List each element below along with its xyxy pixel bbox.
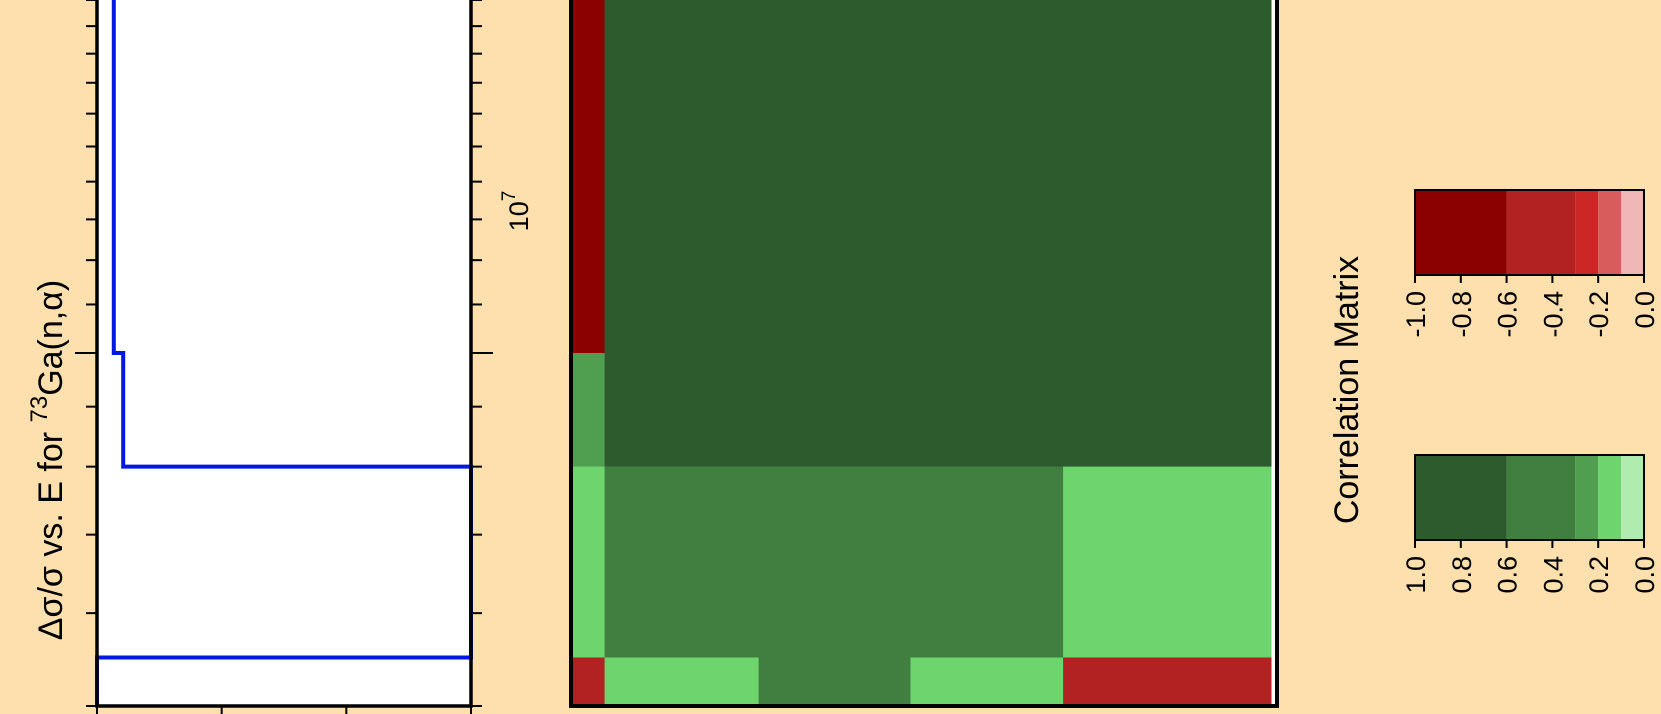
negative-colorbar: -1.0 -0.8 -0.6 -0.4 -0.2 0.0 — [1401, 189, 1660, 338]
colorbar-tick-label: -0.8 — [1447, 291, 1477, 338]
colorbar-tick-label: 0.0 — [1630, 556, 1660, 594]
uncertainty-plot-area — [97, 0, 471, 706]
positive-colorbar: 1.0 0.8 0.6 0.4 0.2 0.0 — [1401, 454, 1660, 594]
colorbar-segment — [1506, 455, 1576, 540]
energy-axis-ticks — [75, 0, 493, 707]
heatmap-cell — [758, 657, 911, 707]
colorbar-tick-label: 0.8 — [1447, 556, 1477, 594]
correlation-heatmap — [569, 0, 1279, 708]
colorbar-segment — [1621, 455, 1644, 540]
heatmap-cell — [1063, 0, 1272, 354]
uncertainty-axis-title: Δσ/σ vs. E for 73Ga(n,α) — [26, 280, 70, 640]
isotope-mass-number: 73 — [26, 396, 53, 423]
colorbar-segment — [1575, 455, 1599, 540]
heatmap-cell — [571, 0, 606, 354]
colorbar-frame — [1414, 454, 1645, 541]
colorbar-segment — [1506, 190, 1576, 275]
colorbar-tick-label: -0.4 — [1538, 291, 1568, 338]
colorbar-segment — [1598, 190, 1622, 275]
colorbar-tick-label: 0.0 — [1630, 291, 1660, 329]
energy-axis-label-exponent: 7 — [499, 191, 520, 202]
heatmap-cell — [1063, 657, 1272, 707]
colorbar-segment — [1621, 190, 1644, 275]
colorbar-tick-label: 0.4 — [1538, 556, 1568, 594]
heatmap-cell — [910, 353, 1064, 468]
heatmap-cell — [910, 657, 1064, 707]
heatmap-cell — [910, 0, 1064, 354]
energy-axis-label: 107 — [499, 191, 534, 232]
reaction-label: Ga(n,α) — [32, 280, 70, 396]
colorbar-title: Correlation Matrix — [1328, 256, 1366, 524]
heatmap-cell — [758, 0, 911, 354]
colorbar-segment — [1415, 455, 1507, 540]
heatmap-cell — [571, 353, 606, 468]
colorbar-tick-label: -0.2 — [1584, 291, 1614, 338]
colorbar-legend: Correlation Matrix -1.0 -0.8 -0.6 -0.4 -0.2 0… — [1328, 189, 1660, 594]
heatmap-cell — [604, 466, 760, 658]
colorbar-tick-label: 0.2 — [1584, 556, 1614, 594]
heatmap-cells — [571, 0, 1272, 707]
colorbar-tick-label: 0.6 — [1493, 556, 1523, 594]
heatmap-cell — [758, 466, 911, 658]
heatmap-cell — [758, 353, 911, 468]
heatmap-cell — [571, 466, 606, 658]
colorbar-frame — [1414, 189, 1645, 276]
heatmap-cell — [1063, 466, 1272, 658]
heatmap-cell — [571, 657, 606, 707]
heatmap-cell — [1063, 353, 1272, 468]
uncertainty-step-line — [95, 0, 473, 706]
colorbar-tick-label: -0.6 — [1493, 291, 1523, 338]
heatmap-cell — [604, 0, 760, 354]
colorbar-tick-label: 1.0 — [1401, 556, 1431, 594]
colorbar-segment — [1575, 190, 1599, 275]
colorbar-tick-label: -1.0 — [1401, 291, 1431, 338]
colorbar-segment — [1415, 190, 1507, 275]
uncertainty-panel: 107 Δσ/σ vs. E for 73Ga(n,α) — [26, 0, 534, 714]
heatmap-cell — [604, 353, 760, 468]
heatmap-cell — [910, 466, 1064, 658]
uncertainty-plot-frame — [95, 0, 473, 708]
heatmap-cell — [604, 657, 760, 707]
colorbar-segment — [1598, 455, 1622, 540]
heatmap-plot-frame — [569, 0, 1279, 708]
